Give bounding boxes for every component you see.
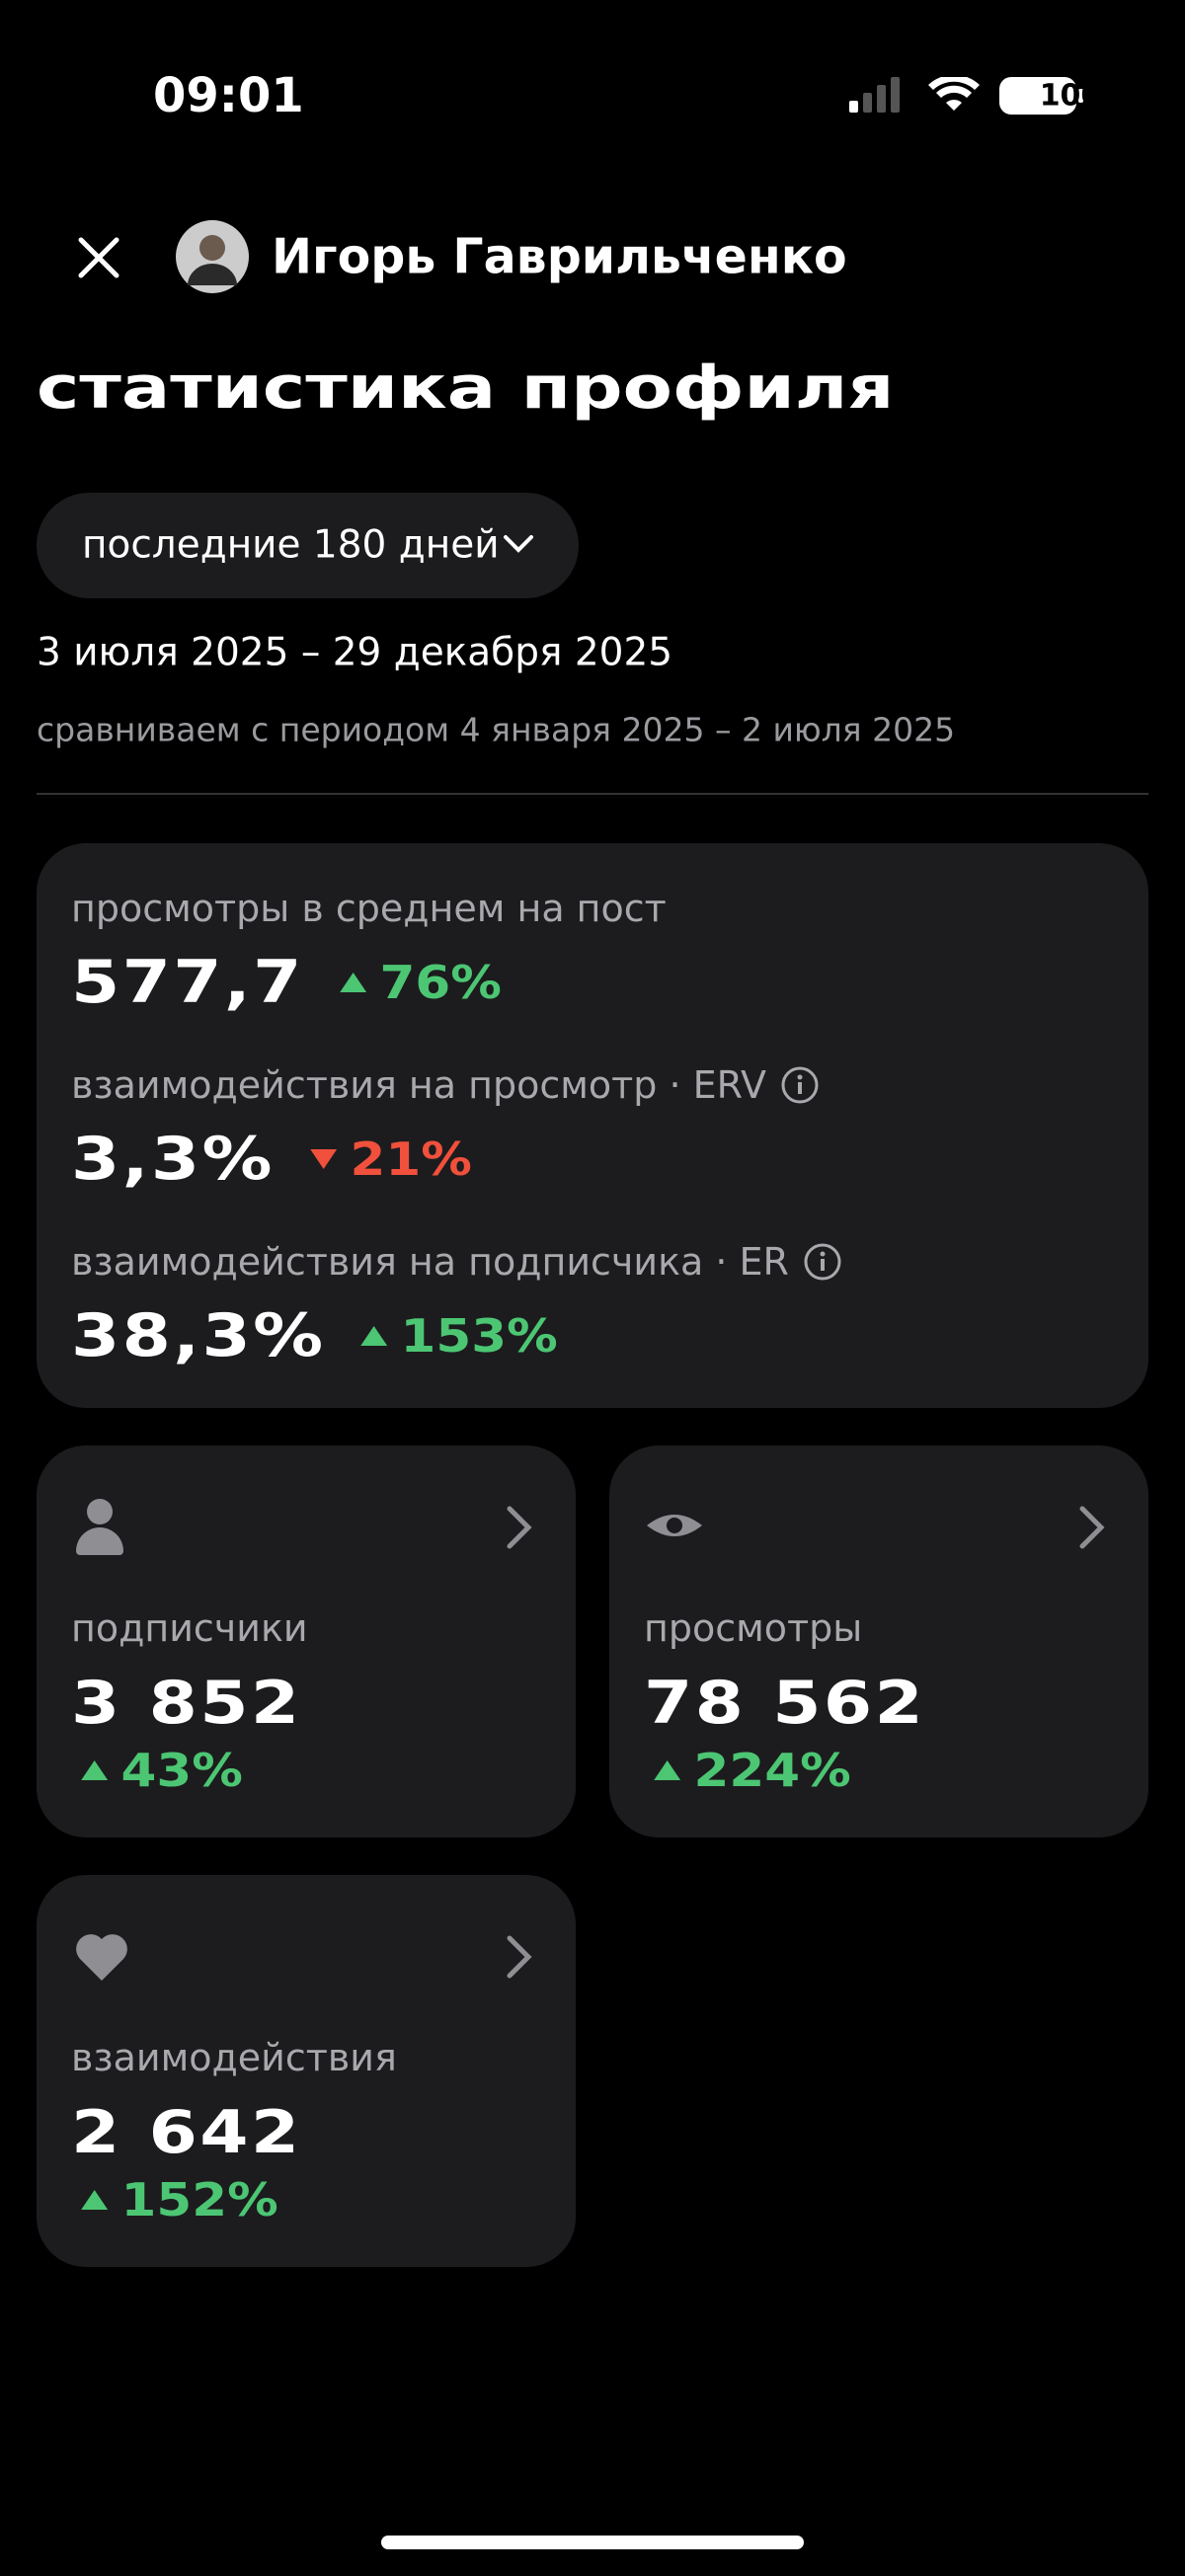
date-range: 3 июля 2025 – 29 декабря 2025 <box>37 630 673 675</box>
arrow-up <box>360 1326 388 1346</box>
info-icon <box>804 1243 841 1281</box>
change-value: 21% <box>350 1132 472 1186</box>
arrow-up <box>81 1760 109 1780</box>
summary-label-text: просмотры в среднем на пост <box>71 887 667 930</box>
change-value: 76% <box>379 956 502 1009</box>
change-value: 153% <box>400 1309 559 1363</box>
change: 153% <box>358 1309 558 1363</box>
metric-icon <box>647 1515 702 1536</box>
metric-card[interactable]: взаимодействия 2 642 152% <box>37 1875 576 2267</box>
change: 43% <box>79 1744 243 1797</box>
home-indicator <box>381 2536 804 2549</box>
close-button[interactable] <box>77 236 120 279</box>
chevron-right <box>507 1935 532 1979</box>
chevron-right <box>1079 1506 1105 1549</box>
arrow-up <box>81 2190 109 2210</box>
summary-value: 3,3% <box>71 1125 275 1194</box>
summary-card: просмотры в среднем на пост 577,7 76% взаим… <box>37 843 1148 1408</box>
metric-label: просмотры <box>644 1606 863 1650</box>
metric-icon <box>76 1934 127 1981</box>
arrow-down <box>310 1149 337 1169</box>
change: 21% <box>308 1132 472 1186</box>
metric-label: взаимодействия <box>71 2036 397 2079</box>
summary-label: взаимодействия на подписчика · ER <box>71 1240 842 1284</box>
battery-level: 100 <box>1039 78 1102 114</box>
summary-label-text: взаимодействия на подписчика · ER <box>71 1240 789 1284</box>
status-icons <box>849 77 1083 115</box>
summary-label: взаимодействия на просмотр · ERV <box>71 1063 820 1107</box>
arrow-up <box>339 973 366 992</box>
change-value: 224% <box>693 1744 851 1797</box>
profile-name[interactable]: Игорь Гаврильченко <box>272 228 847 285</box>
metric-value: 78 562 <box>644 1669 926 1738</box>
avatar[interactable] <box>176 220 249 293</box>
period-selector[interactable] <box>37 493 579 598</box>
change: 152% <box>79 2173 278 2226</box>
chevron-down <box>504 535 533 553</box>
change-value: 43% <box>120 1744 243 1797</box>
period-selector-label: последние 180 дней <box>82 522 500 568</box>
divider <box>37 793 1148 795</box>
status-time: 09:01 <box>153 68 304 123</box>
change-value: 152% <box>120 2173 278 2226</box>
metric-card[interactable]: просмотры 78 562 224% <box>609 1445 1148 1837</box>
summary-label-text: взаимодействия на просмотр · ERV <box>71 1063 766 1107</box>
summary-value: 577,7 <box>71 948 304 1017</box>
metric-card[interactable]: подписчики 3 852 43% <box>37 1445 576 1837</box>
change: 224% <box>652 1744 851 1797</box>
page-title: статистика профиля <box>37 353 895 423</box>
arrow-up <box>654 1760 681 1780</box>
info-icon <box>781 1066 819 1104</box>
metric-value: 3 852 <box>71 1669 302 1738</box>
change: 76% <box>338 956 502 1009</box>
metric-icon <box>76 1499 123 1555</box>
summary-label: просмотры в среднем на пост <box>71 887 667 930</box>
chevron-right <box>507 1506 532 1549</box>
summary-value: 38,3% <box>71 1301 326 1370</box>
metric-value: 2 642 <box>71 2098 302 2167</box>
comparison-period: сравниваем с периодом 4 января 2025 – 2 … <box>37 710 956 749</box>
metric-label: подписчики <box>71 1606 308 1650</box>
